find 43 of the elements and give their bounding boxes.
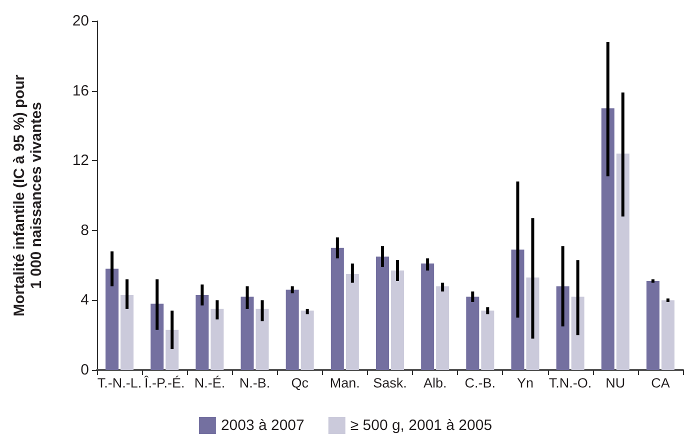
x-tick-label: CA: [651, 376, 670, 390]
bar: [646, 281, 660, 370]
bar: [120, 294, 134, 370]
legend-label: ≥ 500 g, 2001 à 2005: [350, 417, 492, 434]
x-tick-label: N.-É.: [194, 376, 226, 390]
bar: [421, 264, 434, 370]
bar: [300, 310, 314, 370]
bar: [391, 270, 404, 370]
bar: [466, 296, 480, 370]
bar: [376, 256, 389, 370]
bar: [661, 300, 674, 370]
legend-label: 2003 à 2007: [220, 417, 304, 434]
bar: [210, 308, 224, 370]
bar: [616, 154, 630, 370]
x-tick-label: Man.: [330, 376, 360, 390]
bar: [330, 248, 344, 370]
bar: [240, 296, 254, 370]
x-tick-label: NU: [606, 376, 626, 390]
y-axis-title: Mortalité infantile (IC à 95 %) pour 1 000 naissances vivantes: [11, 74, 45, 316]
bar: [601, 108, 614, 370]
bar: [481, 310, 494, 370]
y-tick-label: 8: [80, 222, 89, 239]
bar: [256, 308, 269, 370]
x-tick-label: Yn: [516, 376, 534, 390]
x-tick-label: Qc: [291, 376, 309, 390]
x-tick-label: N.-B.: [239, 376, 270, 390]
bar: [436, 286, 450, 370]
y-tick-label: 16: [72, 82, 89, 100]
bar: [106, 268, 119, 370]
x-tick-label: T.N.-O.: [548, 376, 592, 390]
x-tick-label: Sask.: [373, 376, 407, 390]
bar: [150, 304, 164, 370]
bar: [196, 294, 209, 370]
x-tick-label: Î.-P.-É.: [143, 376, 185, 390]
x-tick-label: C.-B.: [464, 376, 496, 390]
bar: [346, 274, 359, 370]
y-tick-label: 12: [72, 152, 89, 170]
y-tick-label: 0: [80, 362, 89, 378]
y-tick-label: 20: [72, 12, 89, 30]
x-tick-label: Alb.: [423, 376, 447, 390]
y-tick-label: 4: [80, 292, 89, 309]
x-tick-label: T.-N.-L.: [97, 376, 142, 390]
bar: [286, 290, 299, 370]
